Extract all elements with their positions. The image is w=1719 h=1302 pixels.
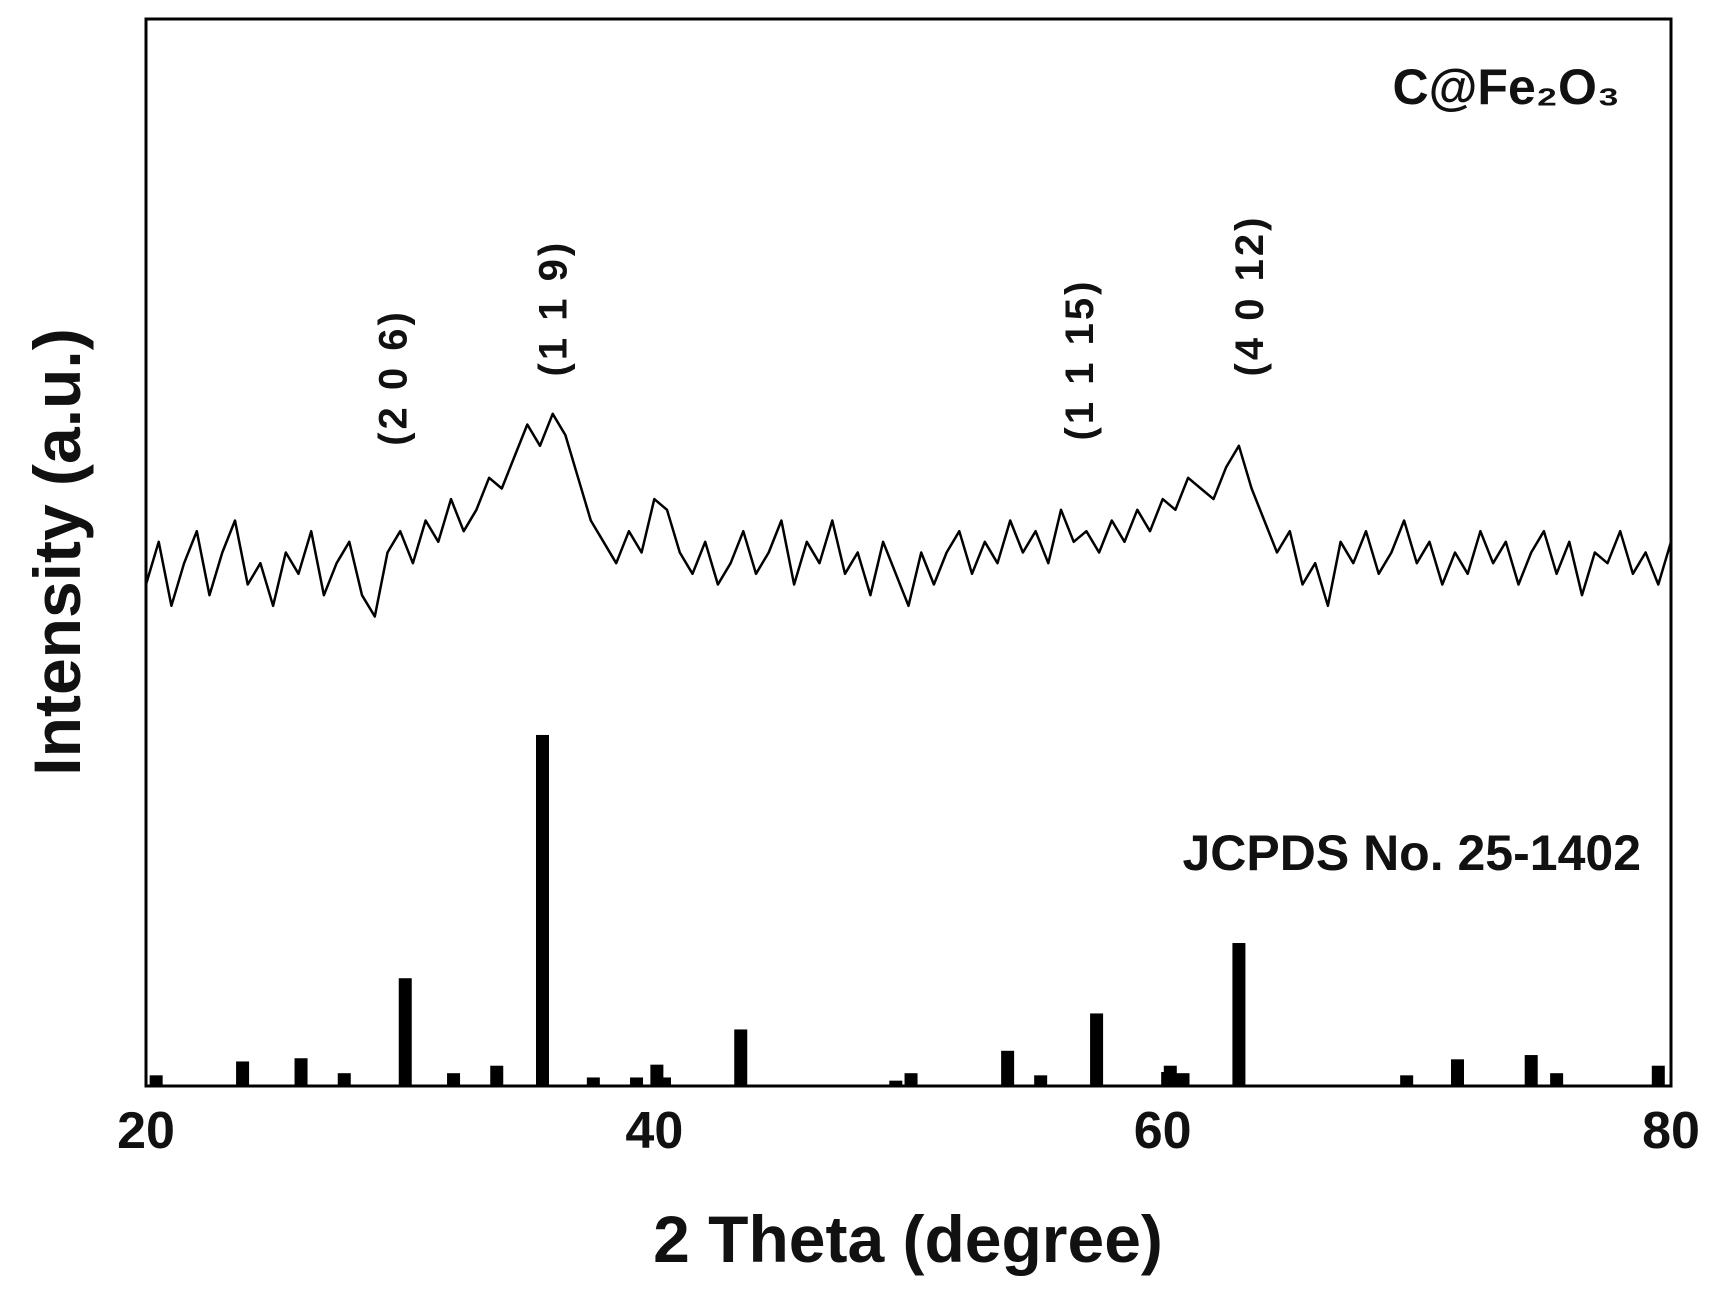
series-label: JCPDS No. 25-1402 — [1182, 825, 1641, 881]
reference-peak — [1451, 1059, 1464, 1086]
x-tick-label: 80 — [1642, 1102, 1700, 1160]
x-tick-label: 60 — [1134, 1102, 1192, 1160]
reference-peak — [1232, 943, 1246, 1086]
reference-peak — [1034, 1075, 1048, 1086]
peak-annotation: (4 0 12) — [1228, 215, 1272, 377]
plot-frame — [144, 17, 1673, 1088]
peak-annotation: (2 0 6) — [372, 309, 416, 446]
reference-peak — [536, 734, 549, 1086]
reference-peak — [889, 1080, 903, 1086]
series-label: C@Fe₂O₃ — [1393, 59, 1620, 115]
reference-peak — [586, 1077, 600, 1086]
reference-peak — [294, 1058, 308, 1086]
reference-peak — [1550, 1073, 1564, 1086]
peak-annotation: (1 1 9) — [532, 240, 576, 377]
reference-peak — [236, 1061, 250, 1086]
reference-peak — [1163, 1065, 1177, 1086]
reference-peak — [447, 1073, 461, 1086]
xrd-pattern — [144, 412, 1673, 618]
x-tick-label: 40 — [625, 1102, 683, 1160]
x-tick-label: 20 — [117, 1102, 175, 1160]
peak-annotation: (1 1 15) — [1058, 279, 1102, 441]
reference-peak — [1090, 1013, 1104, 1086]
reference-peak — [904, 1073, 918, 1086]
reference-peak — [337, 1073, 351, 1086]
reference-peak — [734, 1029, 748, 1086]
reference-peak — [1524, 1055, 1538, 1086]
reference-peak — [1001, 1050, 1015, 1086]
y-axis-title: Intensity (a.u.) — [20, 328, 94, 775]
reference-peak — [149, 1075, 163, 1086]
reference-peak — [1176, 1073, 1190, 1086]
reference-peak — [1400, 1075, 1414, 1086]
reference-peak — [1651, 1065, 1665, 1086]
x-axis-title: 2 Theta (degree) — [653, 1202, 1163, 1276]
reference-peak — [630, 1077, 644, 1086]
reference-peak — [398, 978, 412, 1086]
reference-peak — [490, 1065, 504, 1086]
reference-peak — [658, 1077, 671, 1086]
